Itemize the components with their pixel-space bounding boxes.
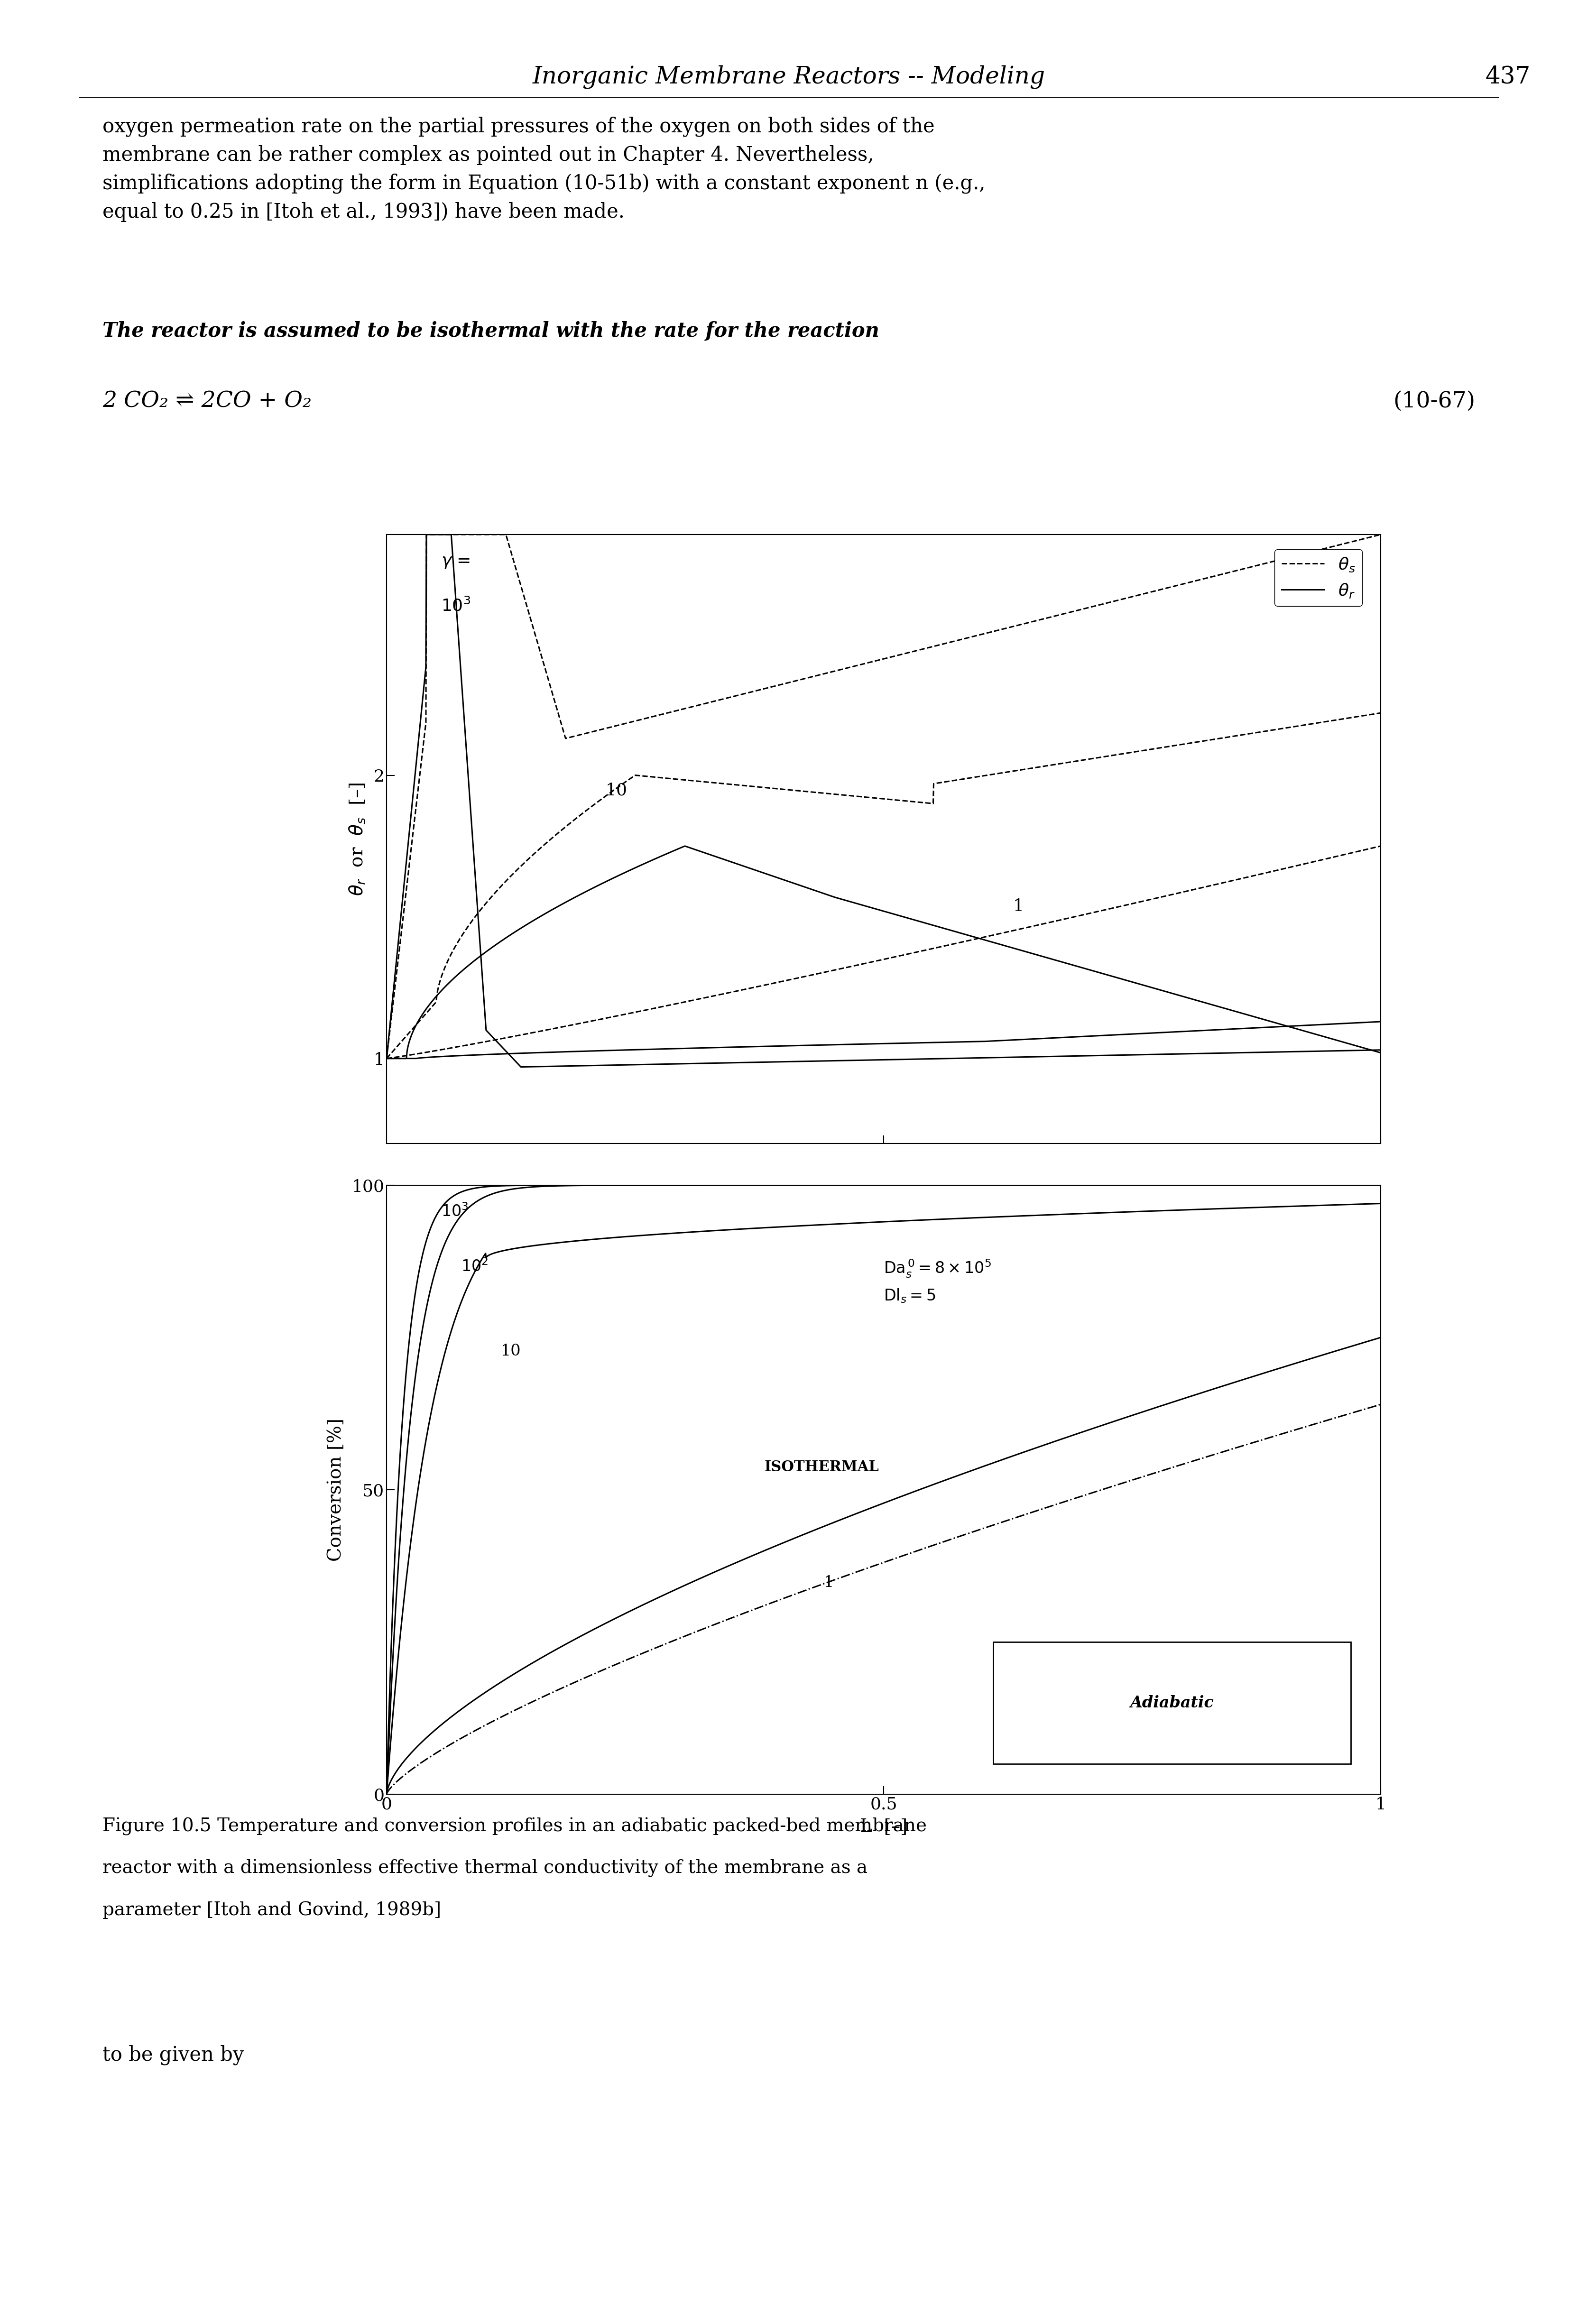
X-axis label: L  [–]: L [–] [860, 1817, 907, 1836]
Y-axis label: $\theta_r$  or  $\theta_s$  [–]: $\theta_r$ or $\theta_s$ [–] [349, 783, 366, 895]
Text: $10^3$: $10^3$ [442, 597, 470, 614]
Text: $\mathrm{Da}^{\,0}_{s} = 8\times10^5$
$\mathrm{Dl}_{s} = 5$: $\mathrm{Da}^{\,0}_{s} = 8\times10^5$ $\… [884, 1257, 991, 1304]
Legend: $\theta_s$, $\theta_r$: $\theta_s$, $\theta_r$ [1275, 548, 1362, 607]
Text: 1: 1 [824, 1576, 835, 1590]
Text: (10-67): (10-67) [1393, 390, 1475, 411]
Text: parameter [Itoh and Govind, 1989b]: parameter [Itoh and Govind, 1989b] [103, 1901, 442, 1920]
Text: 10: 10 [500, 1343, 521, 1360]
Text: Adiabatic: Adiabatic [1130, 1694, 1213, 1710]
Text: to be given by: to be given by [103, 2045, 245, 2066]
Text: The reactor is assumed to be isothermal with the rate for the reaction: The reactor is assumed to be isothermal … [103, 321, 879, 342]
Text: Figure 10.5 Temperature and conversion profiles in an adiabatic packed-bed membr: Figure 10.5 Temperature and conversion p… [103, 1817, 926, 1836]
Y-axis label: Conversion [%]: Conversion [%] [328, 1418, 346, 1562]
Text: oxygen permeation rate on the partial pressures of the oxygen on both sides of t: oxygen permeation rate on the partial pr… [103, 116, 986, 223]
Text: $\gamma$ =: $\gamma$ = [442, 553, 470, 569]
Text: reactor with a dimensionless effective thermal conductivity of the membrane as a: reactor with a dimensionless effective t… [103, 1859, 868, 1878]
Text: $10^3$: $10^3$ [442, 1204, 469, 1220]
Text: Inorganic Membrane Reactors -- Modeling: Inorganic Membrane Reactors -- Modeling [533, 65, 1045, 88]
Text: 10: 10 [606, 783, 626, 799]
FancyBboxPatch shape [993, 1641, 1351, 1764]
Text: ISOTHERMAL: ISOTHERMAL [764, 1459, 879, 1476]
Text: $10^2$: $10^2$ [461, 1257, 489, 1276]
Text: 1: 1 [1013, 899, 1024, 916]
Text: 437: 437 [1485, 65, 1531, 88]
Text: 2 CO₂ ⇌ 2CO + O₂: 2 CO₂ ⇌ 2CO + O₂ [103, 390, 312, 411]
